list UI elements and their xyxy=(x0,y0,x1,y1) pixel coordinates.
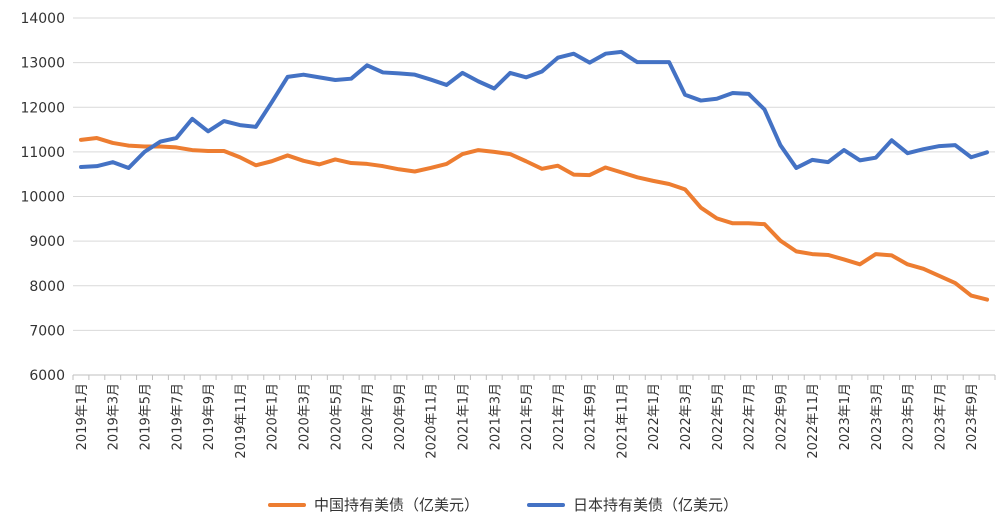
y-tick-label: 8000 xyxy=(29,279,65,295)
x-axis: 2019年1月 2019年3月 2019年5月 2019年7月 2019年9月 2019年… xyxy=(72,374,996,459)
x-tick-label: 2020年3月 xyxy=(298,383,313,450)
y-tick-label: 6000 xyxy=(29,368,65,384)
x-tick-label: 2020年9月 xyxy=(393,383,408,450)
legend: 中国持有美债（亿美元） 日本持有美债（亿美元） xyxy=(0,494,1006,515)
x-tick-label: 2019年5月 xyxy=(139,383,154,450)
legend-label-japan: 日本持有美债（亿美元） xyxy=(573,496,739,514)
x-tick-label: 2020年7月 xyxy=(361,383,376,450)
legend-item-china: 中国持有美债（亿美元） xyxy=(267,494,479,515)
gridlines xyxy=(73,17,995,376)
x-tick-label: 2019年3月 xyxy=(107,383,122,450)
x-tick-label: 2021年11月 xyxy=(615,383,630,459)
x-tick-label: 2020年11月 xyxy=(425,383,440,459)
legend-label-china: 中国持有美债（亿美元） xyxy=(313,496,479,514)
series-line-china xyxy=(78,136,990,302)
x-tick-label: 2021年7月 xyxy=(552,383,567,450)
x-tick-label: 2022年9月 xyxy=(774,383,789,450)
x-tick-label: 2022年11月 xyxy=(806,383,821,459)
x-tick-label: 2021年5月 xyxy=(520,383,535,450)
x-tick-label: 2022年3月 xyxy=(679,383,694,450)
x-tick-label: 2019年7月 xyxy=(170,383,185,450)
line-chart: 6000 7000 8000 9000 10000 11000 12000 13000 1400… xyxy=(20,11,996,459)
series-line-japan xyxy=(78,49,990,170)
x-tick-label: 2020年1月 xyxy=(266,383,281,450)
legend-item-japan: 日本持有美债（亿美元） xyxy=(527,494,738,515)
x-tick-label: 2022年7月 xyxy=(743,383,758,450)
x-tick-label: 2021年9月 xyxy=(584,383,599,450)
y-tick-label: 11000 xyxy=(20,145,65,161)
x-tick-label: 2019年11月 xyxy=(234,383,249,459)
y-tick-label: 9000 xyxy=(29,234,65,250)
x-tick-label: 2019年9月 xyxy=(202,383,217,450)
x-tick-label: 2020年5月 xyxy=(329,383,344,450)
legend-swatch-china xyxy=(267,502,306,507)
x-tick-label: 2022年1月 xyxy=(647,383,662,450)
y-tick-label: 7000 xyxy=(29,323,65,339)
x-tick-label: 2023年3月 xyxy=(870,383,885,450)
series-lines xyxy=(78,49,990,302)
y-tick-label: 14000 xyxy=(20,11,65,27)
x-tick-label: 2019年1月 xyxy=(75,383,90,450)
x-tick-label: 2023年7月 xyxy=(933,383,948,450)
x-tick-label: 2023年5月 xyxy=(902,383,917,450)
y-tick-label: 10000 xyxy=(20,190,65,206)
x-tick-label: 2023年1月 xyxy=(838,383,853,450)
legend-swatch-japan xyxy=(527,502,565,507)
y-tick-label: 13000 xyxy=(20,56,65,72)
x-tick-label: 2021年1月 xyxy=(456,383,471,450)
y-tick-label: 12000 xyxy=(20,100,65,116)
x-tick-label: 2023年9月 xyxy=(965,383,980,450)
y-axis: 6000 7000 8000 9000 10000 11000 12000 13000 1400… xyxy=(20,11,65,384)
x-tick-label: 2022年5月 xyxy=(711,383,726,450)
x-tick-label: 2021年3月 xyxy=(488,383,503,450)
